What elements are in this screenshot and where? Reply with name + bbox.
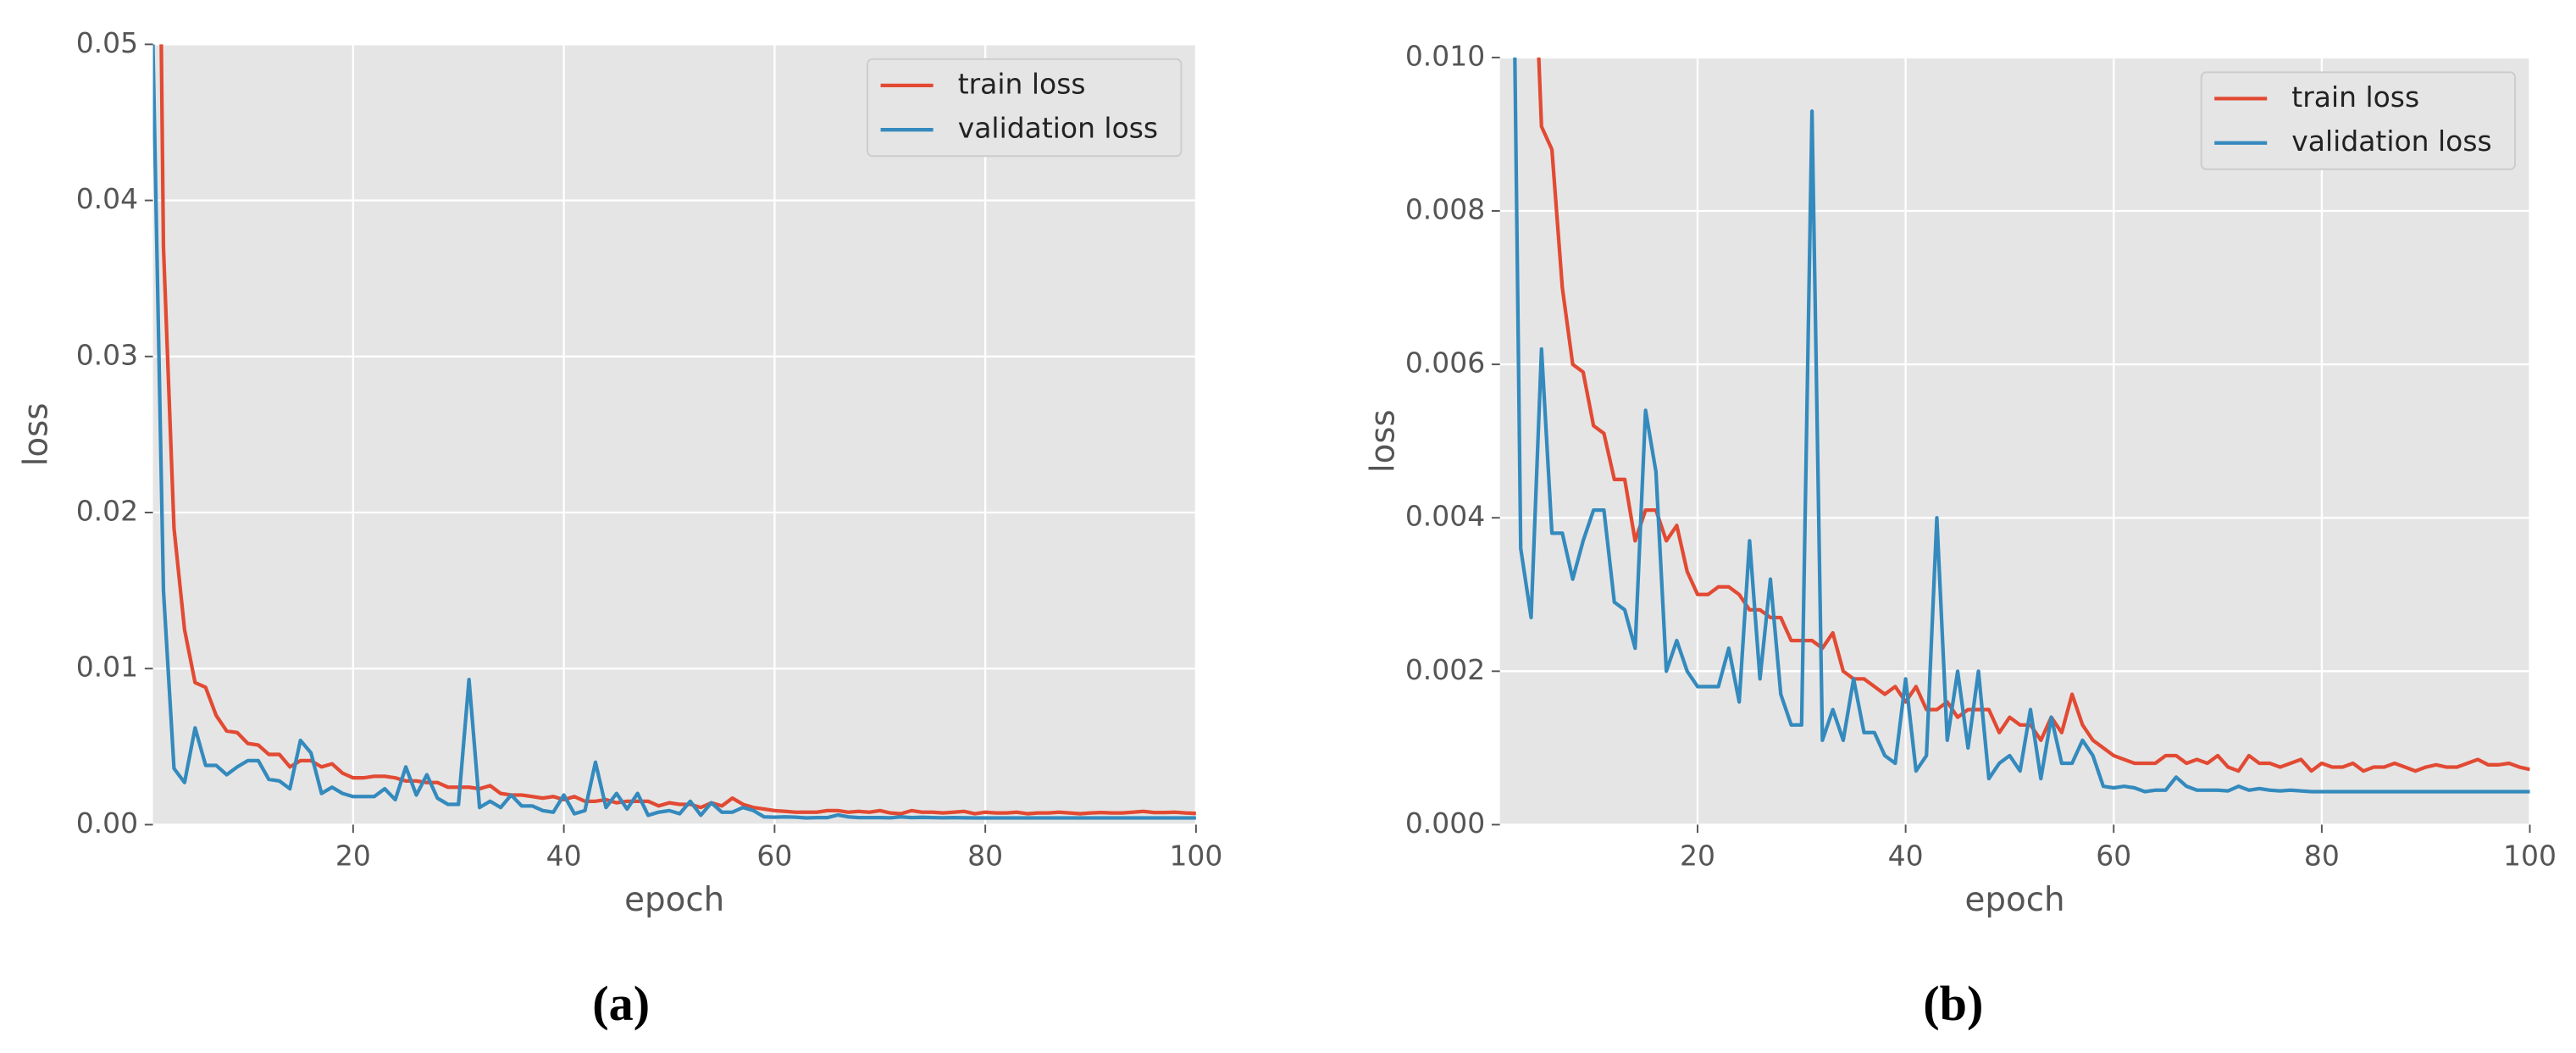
line-series — [152, 44, 1196, 820]
x-tick-label: 20 — [335, 840, 371, 873]
legend-label: validation loss — [2291, 125, 2491, 158]
line-series — [159, 44, 1196, 816]
legend-label: train loss — [2291, 80, 2419, 114]
x-axis-label: epoch — [1965, 881, 2065, 919]
line-series — [1537, 57, 2530, 773]
plot-background — [1499, 57, 2530, 825]
caption: (b) — [1923, 976, 1983, 1031]
x-axis-label: epoch — [624, 881, 724, 919]
y-tick-label: 0.010 — [1405, 39, 1485, 72]
y-tick-label: 0.002 — [1405, 653, 1485, 686]
x-tick-label: 60 — [756, 840, 792, 873]
y-tick-label: 0.04 — [76, 182, 138, 215]
caption: (a) — [592, 976, 650, 1031]
legend-label: train loss — [958, 67, 1086, 100]
plot-lines — [1513, 57, 2530, 794]
plot-lines — [152, 44, 1196, 820]
x-tick-label: 80 — [967, 840, 1003, 873]
legend-box — [2200, 71, 2517, 170]
x-tick-label: 20 — [1680, 840, 1715, 873]
y-tick-label: 0.02 — [76, 495, 138, 528]
y-tick-label: 0.00 — [76, 806, 138, 840]
y-tick-label: 0.000 — [1405, 806, 1485, 840]
x-tick-label: 80 — [2304, 840, 2340, 873]
x-tick-label: 40 — [546, 840, 582, 873]
y-axis-label: loss — [1364, 409, 1402, 473]
x-tick-label: 40 — [1888, 840, 1924, 873]
line-series — [1513, 57, 2530, 794]
y-tick-label: 0.006 — [1405, 346, 1485, 380]
y-tick-label: 0.03 — [76, 338, 138, 371]
y-tick-label: 0.008 — [1405, 192, 1485, 225]
y-axis-label: loss — [17, 402, 55, 466]
legend-label: validation loss — [958, 112, 1158, 145]
x-tick-label: 100 — [2503, 840, 2557, 873]
y-tick-label: 0.05 — [76, 26, 138, 59]
y-tick-label: 0.004 — [1405, 500, 1485, 533]
plot-background — [152, 44, 1196, 825]
x-tick-label: 60 — [2096, 840, 2131, 873]
x-tick-label: 100 — [1169, 840, 1222, 873]
legend-box — [867, 58, 1183, 158]
y-tick-label: 0.01 — [76, 651, 138, 684]
